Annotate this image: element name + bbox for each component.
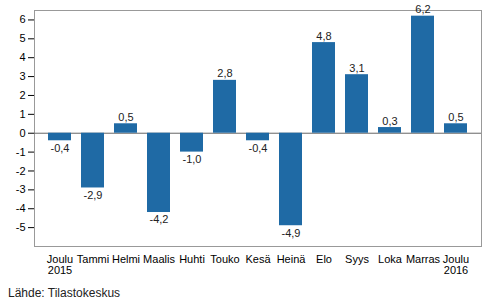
svg-text:Kesä: Kesä	[245, 253, 271, 265]
svg-text:Huhti: Huhti	[179, 253, 205, 265]
svg-text:-1: -1	[16, 146, 26, 158]
svg-text:5: 5	[19, 32, 25, 44]
svg-text:-2: -2	[16, 165, 26, 177]
svg-text:4: 4	[19, 51, 25, 63]
svg-text:Joulu2016: Joulu2016	[443, 253, 469, 276]
svg-text:Loka: Loka	[378, 253, 403, 265]
svg-text:Elo: Elo	[316, 253, 332, 265]
svg-text:-5: -5	[16, 221, 26, 233]
svg-text:Syys: Syys	[345, 253, 369, 265]
svg-text:Tammi: Tammi	[77, 253, 109, 265]
svg-text:3: 3	[19, 70, 25, 82]
svg-text:-0,4: -0,4	[249, 142, 268, 154]
svg-text:6: 6	[19, 13, 25, 25]
svg-text:2: 2	[19, 89, 25, 101]
svg-text:-4,9: -4,9	[282, 227, 301, 239]
svg-text:Heinä: Heinä	[277, 253, 307, 265]
svg-text:2,8: 2,8	[217, 67, 232, 79]
svg-text:-2,9: -2,9	[84, 189, 103, 201]
svg-text:Joulu2015: Joulu2015	[47, 253, 73, 276]
svg-text:Marras: Marras	[406, 253, 441, 265]
svg-text:0,5: 0,5	[448, 111, 463, 123]
html-text:Lähde: Tilastokeskus: Lähde: Tilastokeskus	[8, 286, 121, 300]
svg-text:-4,2: -4,2	[150, 213, 169, 225]
svg-text:-0,4: -0,4	[51, 142, 70, 154]
svg-text:0,3: 0,3	[382, 115, 397, 127]
svg-text:-4: -4	[16, 202, 26, 214]
svg-text:-1,0: -1,0	[183, 153, 202, 165]
svg-text:Maalis: Maalis	[143, 253, 175, 265]
svg-text:Helmi: Helmi	[112, 253, 140, 265]
svg-text:0,5: 0,5	[118, 111, 133, 123]
svg-text:4,8: 4,8	[316, 30, 331, 42]
svg-text:Touko: Touko	[210, 253, 239, 265]
svg-text:6,2: 6,2	[415, 3, 430, 15]
svg-text:1: 1	[19, 108, 25, 120]
svg-text:-3: -3	[16, 183, 26, 195]
svg-text:3,1: 3,1	[349, 62, 364, 74]
svg-text:0: 0	[19, 127, 25, 139]
